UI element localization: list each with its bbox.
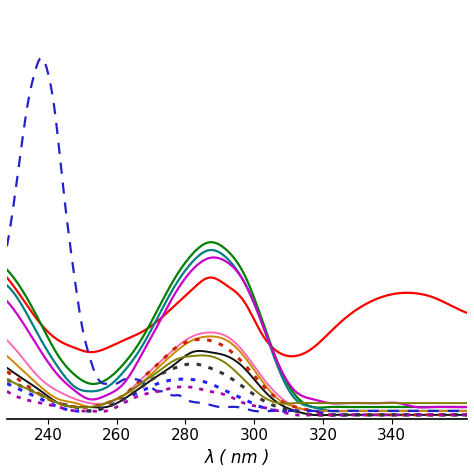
X-axis label: λ ( nm ): λ ( nm ) xyxy=(204,449,270,467)
